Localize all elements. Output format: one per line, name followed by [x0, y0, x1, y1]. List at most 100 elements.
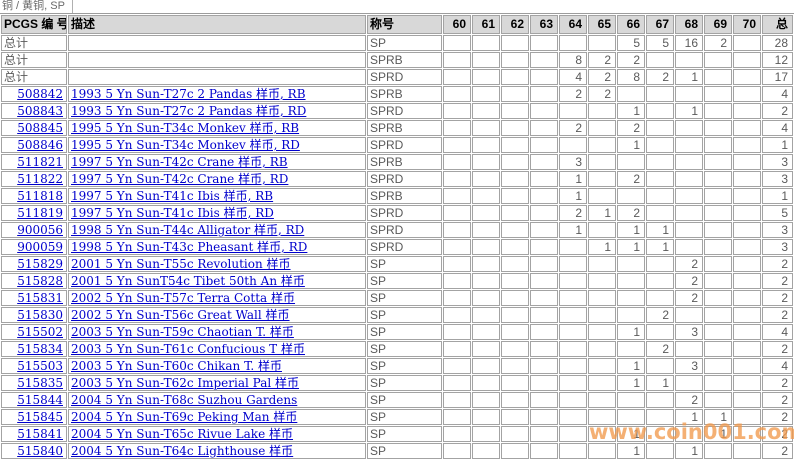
description-link[interactable]: 1998 5 Yn Sun-T43c Pheasant 样币, RD [71, 240, 308, 254]
description-link[interactable]: 1998 5 Yn Sun-T44c Alligator 样币, RD [71, 223, 305, 237]
description-cell: 2004 5 Yn Sun-T68c Suzhou Gardens [68, 392, 366, 408]
grade-cell-61 [472, 256, 500, 272]
designation-cell: SPRD [367, 239, 442, 255]
pcgs-number-link[interactable]: 515828 [17, 274, 63, 288]
description-link[interactable]: 2004 5 Yn Sun-T69c Peking Man 样币 [71, 410, 298, 424]
description-link[interactable]: 2004 5 Yn Sun-T68c Suzhou Gardens [71, 393, 298, 407]
grade-cell-64: 2 [559, 120, 587, 136]
grade-cell-69 [704, 273, 732, 289]
header-grade-63: 63 [530, 15, 558, 34]
description-link[interactable]: 1997 5 Yn Sun-T41c Ibis 样币, RD [71, 206, 274, 220]
description-link[interactable]: 2004 5 Yn Sun-T65c Rivue Lake 样币 [71, 427, 293, 441]
grade-cell-67 [646, 52, 674, 68]
pcgs-number-link[interactable]: 508845 [17, 121, 63, 135]
grade-cell-70 [733, 35, 761, 51]
pcgs-number-link[interactable]: 900059 [17, 240, 63, 254]
coin-row: 511821 1997 5 Yn Sun-T42c Crane 样币, RB SPR… [1, 154, 793, 170]
pcgs-number-link[interactable]: 511818 [17, 189, 63, 203]
pcgs-number-link[interactable]: 515841 [17, 427, 63, 441]
grade-cell-69 [704, 222, 732, 238]
grade-cell-64 [559, 103, 587, 119]
description-link[interactable]: 2003 5 Yn Sun-T62c Imperial Pal 样币 [71, 376, 300, 390]
description-link[interactable]: 2003 5 Yn Sun-T61c Confucious T 样币 [71, 342, 305, 356]
coin-row: 508846 1995 5 Yn Sun-T34c Monkev 样币, RD SP… [1, 137, 793, 153]
grade-cell-60 [443, 409, 471, 425]
grade-cell-68 [675, 341, 703, 357]
pcgs-number-link[interactable]: 508843 [17, 104, 63, 118]
designation-cell: SP [367, 375, 442, 391]
grade-cell-63 [530, 120, 558, 136]
description-link[interactable]: 2003 5 Yn Sun-T60c Chikan T. 样币 [71, 359, 282, 373]
total-cell: 2 [762, 290, 793, 306]
description-link[interactable]: 1993 5 Yn Sun-T27c 2 Pandas 样币, RD [71, 104, 307, 118]
description-link[interactable]: 2001 5 Yn SunT54c Tibet 50th An 样币 [71, 274, 305, 288]
grade-cell-61 [472, 154, 500, 170]
grade-cell-66: 1 [617, 103, 645, 119]
grade-cell-64: 4 [559, 69, 587, 85]
pcgs-number-link[interactable]: 515829 [17, 257, 63, 271]
pcgs-number-link[interactable]: 515830 [17, 308, 63, 322]
description-link[interactable]: 2003 5 Yn Sun-T59c Chaotian T. 样币 [71, 325, 294, 339]
pcgs-number-link[interactable]: 511819 [17, 206, 63, 220]
pcgs-number-link[interactable]: 515845 [17, 410, 63, 424]
pcgs-number-link[interactable]: 515831 [17, 291, 63, 305]
grade-cell-60 [443, 239, 471, 255]
grade-cell-62 [501, 86, 529, 102]
pcgs-number-link[interactable]: 511822 [17, 172, 63, 186]
header-grade-65: 65 [588, 15, 616, 34]
grade-cell-67 [646, 273, 674, 289]
pcgs-number-cell: 515844 [1, 392, 67, 408]
grade-cell-69 [704, 375, 732, 391]
grade-cell-63 [530, 307, 558, 323]
pcgs-number-link[interactable]: 515844 [17, 393, 63, 407]
description-link[interactable]: 2002 5 Yn Sun-T57c Terra Cotta 样币 [71, 291, 296, 305]
description-cell: 2001 5 Yn Sun-T55c Revolution 样币 [68, 256, 366, 272]
description-link[interactable]: 2004 5 Yn Sun-T64c Lighthouse 样币 [71, 444, 294, 458]
grade-cell-67 [646, 426, 674, 442]
pcgs-number-link[interactable]: 515834 [17, 342, 63, 356]
grade-cell-67: 1 [646, 375, 674, 391]
description-link[interactable]: 1995 5 Yn Sun-T34c Monkev 样币, RB [71, 121, 300, 135]
coin-row: 900059 1998 5 Yn Sun-T43c Pheasant 样币, RD… [1, 239, 793, 255]
pcgs-number-link[interactable]: 515502 [17, 325, 63, 339]
designation-cell: SP [367, 35, 442, 51]
grade-cell-70 [733, 290, 761, 306]
header-description: 描述 [68, 15, 366, 34]
description-link[interactable]: 1997 5 Yn Sun-T42c Crane 样币, RB [71, 155, 288, 169]
grade-cell-64: 2 [559, 86, 587, 102]
grade-cell-61 [472, 358, 500, 374]
pcgs-number-link[interactable]: 515503 [17, 359, 63, 373]
description-link[interactable]: 2001 5 Yn Sun-T55c Revolution 样币 [71, 257, 291, 271]
header-grade-60: 60 [443, 15, 471, 34]
pcgs-number-link[interactable]: 515835 [17, 376, 63, 390]
pcgs-number-link[interactable]: 508842 [17, 87, 63, 101]
total-cell: 4 [762, 86, 793, 102]
grade-cell-69 [704, 52, 732, 68]
description-link[interactable]: 2002 5 Yn Sun-T56c Great Wall 样币 [71, 308, 290, 322]
pcgs-number-link[interactable]: 900056 [17, 223, 63, 237]
grade-cell-63 [530, 69, 558, 85]
total-cell: 3 [762, 171, 793, 187]
designation-cell: SPRB [367, 154, 442, 170]
description-cell [68, 69, 366, 85]
grade-cell-66 [617, 392, 645, 408]
grade-cell-66: 2 [617, 171, 645, 187]
pcgs-number-link[interactable]: 508846 [17, 138, 63, 152]
description-link[interactable]: 1997 5 Yn Sun-T42c Crane 样币, RD [71, 172, 289, 186]
grade-cell-62 [501, 52, 529, 68]
description-link[interactable]: 1993 5 Yn Sun-T27c 2 Pandas 样币, RB [71, 87, 306, 101]
total-row: 总计 SPRB 8 2 2 12 [1, 52, 793, 68]
designation-cell: SP [367, 341, 442, 357]
grade-cell-60 [443, 86, 471, 102]
grade-cell-67: 2 [646, 69, 674, 85]
pcgs-number-cell: 511819 [1, 205, 67, 221]
pcgs-number-link[interactable]: 511821 [17, 155, 63, 169]
grade-cell-68 [675, 222, 703, 238]
total-cell: 4 [762, 358, 793, 374]
total-cell: 17 [762, 69, 793, 85]
pcgs-number-link[interactable]: 515840 [17, 444, 63, 458]
grade-cell-66: 1 [617, 222, 645, 238]
description-link[interactable]: 1995 5 Yn Sun-T34c Monkev 样币, RD [71, 138, 300, 152]
description-link[interactable]: 1997 5 Yn Sun-T41c Ibis 样币, RB [71, 189, 274, 203]
grade-cell-68: 2 [675, 290, 703, 306]
